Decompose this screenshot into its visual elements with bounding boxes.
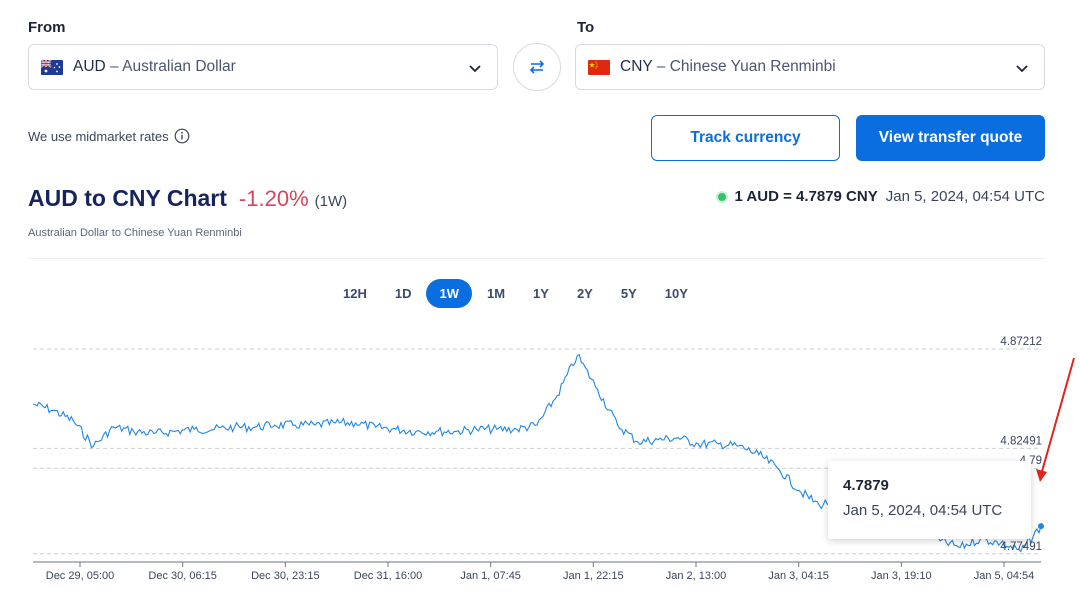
track-currency-button[interactable]: Track currency [651,115,840,161]
range-tab-2y[interactable]: 2Y [576,286,593,301]
y-tick-label: 4.77491 [1000,541,1042,553]
x-tick-label: Jan 3, 19:10 [871,570,932,582]
change-percent: -1.20% [238,186,309,211]
view-transfer-quote-button[interactable]: View transfer quote [856,115,1045,161]
x-tick-label: Jan 1, 07:45 [460,570,521,582]
current-point [1038,523,1044,530]
china-flag-icon [588,59,610,75]
range-tab-10y[interactable]: 10Y [664,286,688,301]
x-tick-label: Dec 29, 05:00 [46,570,115,582]
annotation-arrowhead [1036,469,1047,482]
from-label: From [28,19,66,36]
range-tabs: 12H 1D 1W 1M 1Y 2Y 5Y 10Y [330,279,703,308]
chevron-down-icon [1016,65,1028,73]
from-currency-select[interactable]: AUD – Australian Dollar [28,44,498,90]
swap-arrows-icon [529,60,545,74]
chart-tooltip: 4.7879 Jan 5, 2024, 04:54 UTC [828,461,1031,539]
range-tab-1w[interactable]: 1W [426,279,472,308]
annotation-arrow [1040,357,1075,476]
australia-flag-icon [41,59,63,75]
midmarket-text: We use midmarket rates [28,128,169,144]
to-name: Chinese Yuan Renminbi [669,58,836,75]
range-tab-1m[interactable]: 1M [486,286,506,301]
x-tick-label: Jan 1, 22:15 [563,570,624,582]
y-tick-label: 4.87212 [1000,336,1042,348]
divider [28,258,1045,259]
range-tab-1d[interactable]: 1D [394,286,412,301]
rate-chart[interactable]: Dec 29, 05:00 Dec 30, 06:15 Dec 30, 23:15 D… [0,320,1080,601]
x-tick-label: Dec 30, 23:15 [251,570,320,582]
chevron-down-icon [469,65,481,73]
from-name: Australian Dollar [122,58,236,75]
range-tab-5y[interactable]: 5Y [620,286,637,301]
x-tick-label: Dec 31, 16:00 [354,570,423,582]
tooltip-time: Jan 5, 2024, 04:54 UTC [843,502,1003,519]
current-rate: 1 AUD = 4.7879 CNY Jan 5, 2024, 04:54 UT… [716,188,1045,205]
midmarket-note: We use midmarket rates [28,128,190,144]
chart-title-text: AUD to CNY Chart [28,185,227,211]
rate-time: Jan 5, 2024, 04:54 UTC [885,188,1045,205]
x-tick-label: Jan 3, 04:15 [768,570,829,582]
x-tick-label: Jan 5, 04:54 [974,570,1035,582]
info-icon[interactable] [174,128,190,144]
y-tick-label: 4.82491 [1000,435,1042,447]
rate-value: 1 AUD = 4.7879 CNY [734,188,878,205]
x-tick-label: Jan 2, 13:00 [666,570,727,582]
to-currency-select[interactable]: CNY – Chinese Yuan Renminbi [575,44,1045,90]
range-tab-12h[interactable]: 12H [343,286,367,301]
swap-currencies-button[interactable] [513,43,561,91]
tooltip-value: 4.7879 [843,477,889,494]
live-dot-icon [716,190,729,203]
to-code: CNY [620,58,653,75]
from-code: AUD [73,58,106,75]
chart-title: AUD to CNY Chart -1.20% (1W) [28,185,347,212]
to-label: To [577,19,595,36]
chart-subtitle: Australian Dollar to Chinese Yuan Renmin… [28,227,242,239]
x-tick-label: Dec 30, 06:15 [148,570,217,582]
change-period: (1W) [314,193,348,210]
range-tab-1y[interactable]: 1Y [533,286,549,301]
